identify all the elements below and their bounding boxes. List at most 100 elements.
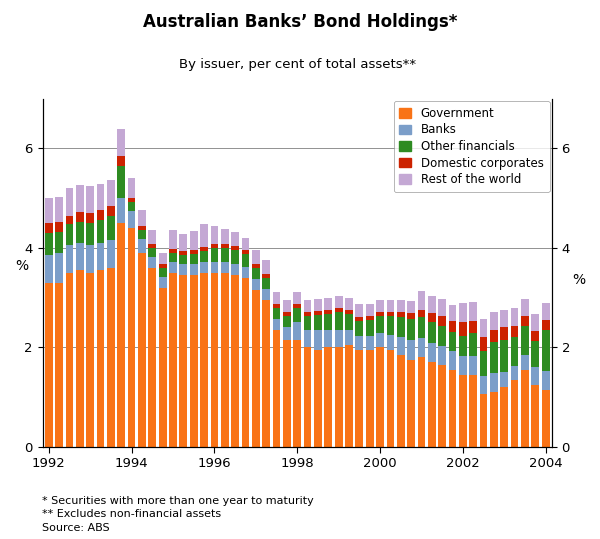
Bar	[500, 372, 508, 387]
Bar	[355, 350, 363, 447]
Bar	[376, 300, 384, 312]
Bar	[304, 347, 311, 447]
Bar	[459, 303, 467, 322]
Bar	[86, 245, 94, 273]
Bar	[159, 268, 167, 277]
Bar	[325, 310, 332, 314]
Bar	[65, 273, 73, 447]
Bar	[511, 326, 518, 337]
Bar	[138, 230, 146, 239]
Bar	[283, 300, 291, 313]
Bar	[511, 337, 518, 365]
Bar	[179, 275, 187, 447]
Bar	[190, 231, 197, 250]
Bar	[335, 308, 343, 313]
Bar	[118, 166, 125, 198]
Bar	[428, 322, 436, 343]
Bar	[118, 156, 125, 166]
Bar	[532, 331, 539, 341]
Bar	[138, 239, 146, 253]
Bar	[252, 264, 260, 268]
Bar	[490, 392, 498, 447]
Bar	[272, 292, 280, 304]
Bar	[325, 298, 332, 310]
Bar	[76, 185, 84, 212]
Bar	[386, 335, 394, 350]
Bar	[335, 313, 343, 330]
Bar	[262, 289, 270, 300]
Bar	[128, 178, 136, 198]
Legend: Government, Banks, Other financials, Domestic corporates, Rest of the world: Government, Banks, Other financials, Dom…	[394, 101, 550, 192]
Bar	[148, 230, 156, 244]
Bar	[459, 322, 467, 336]
Bar	[148, 257, 156, 268]
Bar	[355, 317, 363, 321]
Bar	[314, 330, 322, 350]
Text: Source: ABS: Source: ABS	[42, 523, 110, 533]
Text: ** Excludes non-financial assets: ** Excludes non-financial assets	[42, 509, 221, 520]
Bar	[335, 330, 343, 347]
Bar	[97, 184, 104, 210]
Bar	[272, 319, 280, 330]
Bar	[418, 310, 425, 317]
Bar	[500, 387, 508, 447]
Bar	[418, 357, 425, 447]
Bar	[304, 316, 311, 330]
Bar	[366, 350, 374, 447]
Bar	[418, 338, 425, 357]
Bar	[190, 254, 197, 264]
Bar	[169, 249, 177, 253]
Bar	[428, 296, 436, 314]
Y-axis label: %: %	[15, 259, 28, 273]
Bar	[86, 185, 94, 213]
Bar	[55, 253, 63, 282]
Bar	[469, 321, 477, 333]
Bar	[418, 291, 425, 310]
Bar	[190, 250, 197, 254]
Bar	[76, 212, 84, 222]
Bar	[107, 205, 115, 216]
Bar	[532, 314, 539, 331]
Bar	[159, 288, 167, 447]
Bar	[386, 300, 394, 312]
Bar	[107, 268, 115, 447]
Bar	[76, 270, 84, 447]
Bar	[397, 317, 404, 337]
Bar	[169, 273, 177, 447]
Bar	[532, 384, 539, 447]
Bar	[190, 275, 197, 447]
Bar	[45, 282, 53, 447]
Bar	[252, 290, 260, 447]
Bar	[128, 211, 136, 228]
Bar	[211, 273, 218, 447]
Bar	[86, 213, 94, 223]
Y-axis label: %: %	[572, 273, 585, 287]
Bar	[459, 356, 467, 375]
Bar	[45, 223, 53, 233]
Text: Australian Banks’ Bond Holdings*: Australian Banks’ Bond Holdings*	[143, 13, 457, 31]
Bar	[211, 226, 218, 244]
Bar	[169, 230, 177, 249]
Bar	[438, 365, 446, 447]
Bar	[366, 320, 374, 336]
Bar	[97, 243, 104, 270]
Bar	[190, 264, 197, 275]
Bar	[449, 370, 457, 447]
Bar	[179, 251, 187, 255]
Bar	[221, 244, 229, 248]
Bar	[252, 268, 260, 279]
Bar	[128, 198, 136, 202]
Bar	[107, 240, 115, 268]
Bar	[428, 362, 436, 447]
Bar	[231, 264, 239, 275]
Bar	[449, 321, 457, 332]
Bar	[283, 340, 291, 447]
Bar	[45, 255, 53, 282]
Bar	[200, 247, 208, 251]
Bar	[438, 316, 446, 326]
Bar	[231, 246, 239, 250]
Bar	[242, 267, 250, 278]
Bar	[272, 330, 280, 447]
Bar	[345, 310, 353, 314]
Bar	[304, 300, 311, 312]
